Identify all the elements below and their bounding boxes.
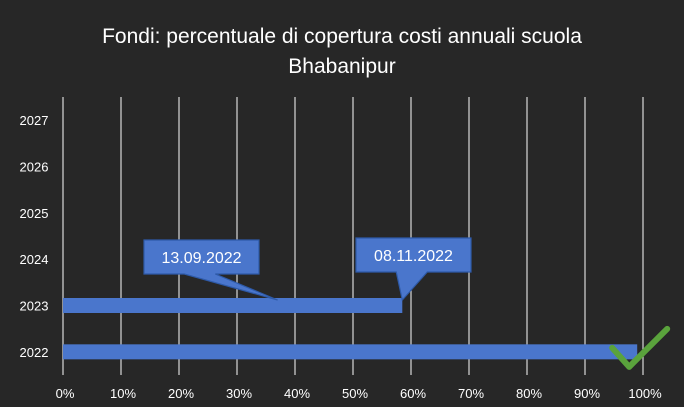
y-tick-label: 2026 — [20, 160, 49, 175]
y-tick-label: 2027 — [20, 113, 49, 128]
callout-box — [355, 237, 472, 302]
x-tick-label: 30% — [226, 386, 252, 401]
x-tick-label: 90% — [574, 386, 600, 401]
callout-label: 13.09.2022 — [161, 250, 241, 267]
x-tick-label: 40% — [284, 386, 310, 401]
chart-title-line-2: Bhabanipur — [288, 55, 396, 78]
x-tick-label: 0% — [56, 386, 75, 401]
bars — [63, 298, 638, 360]
check-icon — [609, 325, 671, 370]
marks — [609, 325, 671, 370]
chart-title-line-1: Fondi: percentuale di copertura costi an… — [102, 25, 582, 48]
callout-label: 08.11.2022 — [374, 248, 453, 265]
x-tick-label: 70% — [458, 386, 484, 401]
chart-title: Fondi: percentuale di copertura costi an… — [0, 22, 684, 82]
callouts: 13.09.2022 08.11.2022 — [143, 237, 472, 302]
bar — [63, 344, 638, 360]
x-tick-label: 20% — [168, 386, 194, 401]
y-tick-label: 2025 — [20, 206, 49, 221]
y-tick-label: 2024 — [20, 252, 49, 267]
y-tick-label: 2023 — [20, 299, 49, 314]
bar — [63, 298, 403, 313]
x-tick-label: 10% — [110, 386, 136, 401]
y-tick-label: 2022 — [20, 345, 49, 360]
y-axis-ticks: 2022 2023 2024 2025 2026 2027 — [20, 113, 49, 360]
x-tick-label: 80% — [516, 386, 542, 401]
x-tick-label: 60% — [400, 386, 426, 401]
gridlines — [62, 97, 644, 375]
x-tick-label: 50% — [342, 386, 368, 401]
x-axis-ticks: 0% 10% 20% 30% 40% 50% 60% 70% 80% 90% 100% — [56, 386, 662, 401]
callout-box — [143, 239, 278, 301]
x-tick-label: 100% — [628, 386, 662, 401]
